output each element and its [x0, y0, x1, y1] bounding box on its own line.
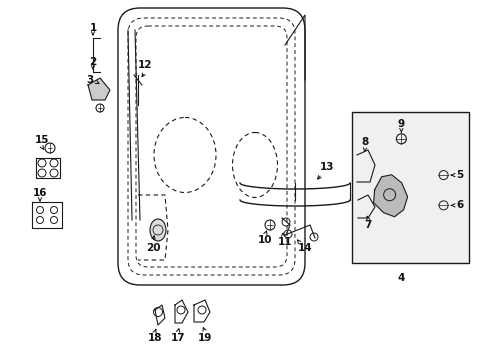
Ellipse shape	[154, 117, 216, 193]
Text: 16: 16	[33, 188, 47, 198]
Text: 2: 2	[89, 57, 97, 67]
Text: 3: 3	[86, 75, 93, 85]
Polygon shape	[357, 195, 374, 218]
Text: 12: 12	[138, 60, 152, 70]
Text: 20: 20	[145, 243, 160, 253]
Text: 17: 17	[170, 333, 185, 343]
Bar	[351, 112, 468, 263]
Text: 9: 9	[397, 119, 404, 129]
Ellipse shape	[150, 219, 165, 241]
Ellipse shape	[232, 132, 277, 198]
Polygon shape	[373, 175, 407, 217]
Text: 6: 6	[455, 201, 463, 210]
Polygon shape	[88, 78, 110, 100]
Text: 8: 8	[361, 137, 368, 147]
Text: 14: 14	[297, 243, 312, 253]
Text: 1: 1	[89, 23, 97, 33]
Text: 7: 7	[364, 220, 371, 230]
Text: 4: 4	[397, 273, 404, 283]
Text: 15: 15	[35, 135, 49, 145]
Text: 11: 11	[277, 237, 292, 247]
Text: 5: 5	[455, 170, 463, 180]
Text: 19: 19	[198, 333, 212, 343]
Text: 10: 10	[257, 235, 272, 245]
Text: 13: 13	[319, 162, 334, 172]
Polygon shape	[356, 150, 374, 182]
Text: 18: 18	[147, 333, 162, 343]
